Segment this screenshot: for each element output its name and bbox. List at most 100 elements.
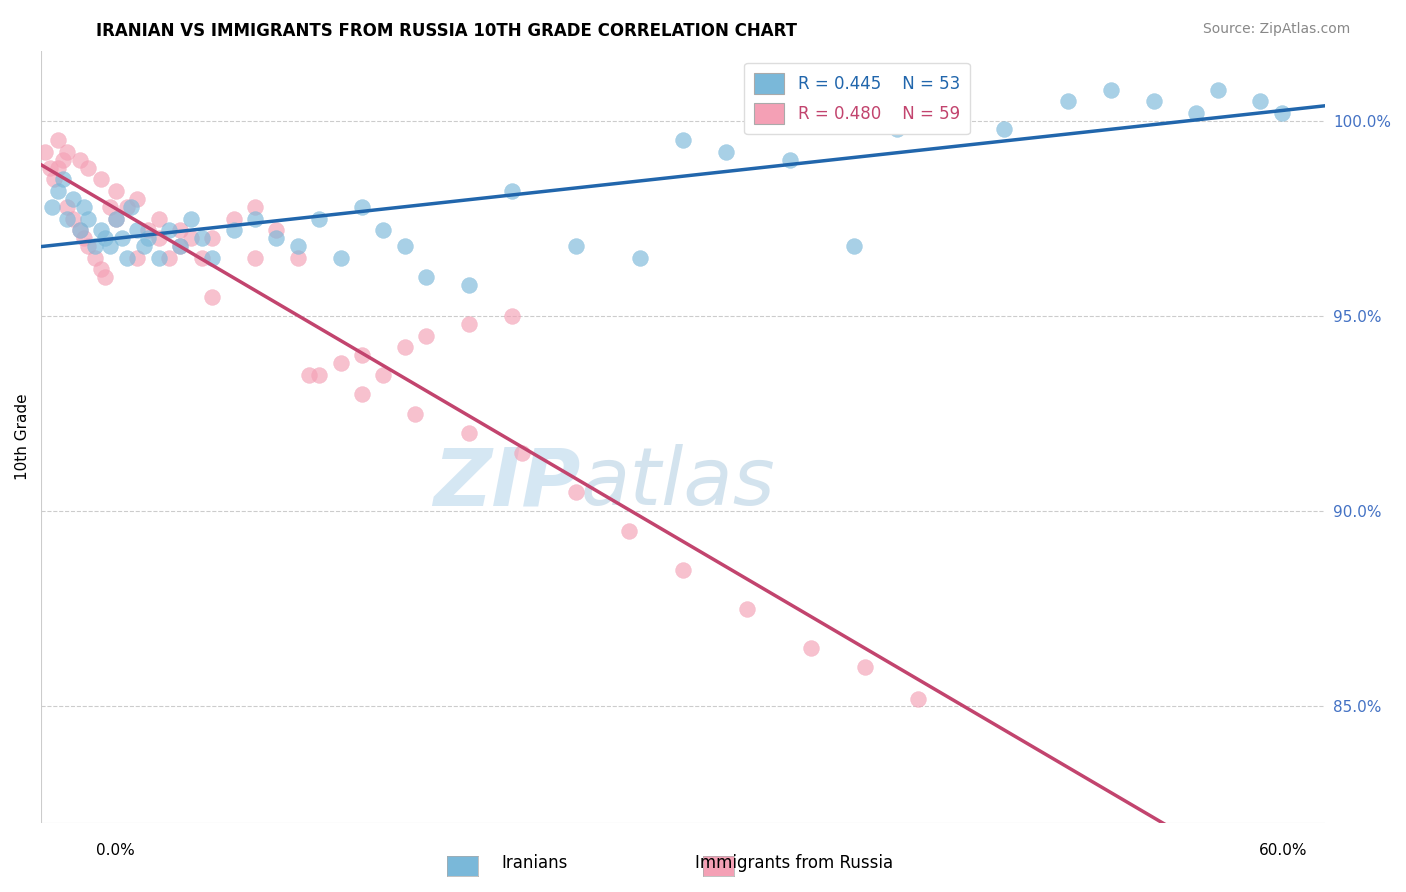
Point: [104, 184, 127, 198]
Text: atlas: atlas: [581, 444, 775, 523]
Point: [779, 153, 801, 167]
Point: [350, 387, 373, 401]
Point: [69, 223, 91, 237]
Point: [907, 691, 929, 706]
Point: [266, 223, 288, 237]
Point: [287, 239, 309, 253]
Point: [329, 251, 352, 265]
Point: [458, 426, 481, 441]
Point: [735, 602, 758, 616]
Point: [38, 161, 60, 175]
Point: [394, 239, 416, 253]
Point: [115, 200, 138, 214]
Point: [297, 368, 319, 382]
Text: IRANIAN VS IMMIGRANTS FROM RUSSIA 10TH GRADE CORRELATION CHART: IRANIAN VS IMMIGRANTS FROM RUSSIA 10TH G…: [96, 22, 797, 40]
Point: [136, 223, 159, 237]
Point: [714, 145, 737, 160]
Point: [104, 211, 127, 226]
Point: [512, 446, 534, 460]
Point: [190, 231, 212, 245]
Point: [190, 251, 212, 265]
Point: [127, 251, 149, 265]
Point: [350, 200, 373, 214]
Point: [222, 211, 245, 226]
Point: [394, 340, 416, 354]
Point: [132, 239, 155, 253]
Point: [287, 251, 309, 265]
Point: [243, 211, 266, 226]
Point: [94, 231, 117, 245]
Point: [1185, 106, 1208, 120]
Point: [169, 239, 191, 253]
Point: [308, 368, 330, 382]
Point: [373, 368, 395, 382]
Point: [55, 200, 77, 214]
Point: [90, 262, 112, 277]
Point: [148, 211, 170, 226]
Point: [34, 145, 56, 160]
Point: [1271, 106, 1294, 120]
Point: [111, 231, 134, 245]
Point: [69, 153, 91, 167]
Point: [928, 106, 950, 120]
Point: [90, 172, 112, 186]
Point: [98, 200, 121, 214]
Point: [148, 251, 170, 265]
Point: [180, 231, 202, 245]
Text: 60.0%: 60.0%: [1260, 843, 1308, 858]
Text: 0.0%: 0.0%: [96, 843, 135, 858]
Point: [329, 356, 352, 370]
Point: [1206, 83, 1229, 97]
Point: [77, 239, 100, 253]
Point: [405, 407, 427, 421]
Point: [243, 200, 266, 214]
Point: [55, 145, 77, 160]
Point: [501, 309, 523, 323]
Point: [1142, 95, 1164, 109]
Point: [619, 524, 641, 538]
Point: [90, 223, 112, 237]
Legend: R = 0.445    N = 53, R = 0.480    N = 59: R = 0.445 N = 53, R = 0.480 N = 59: [744, 62, 970, 134]
Point: [565, 239, 588, 253]
Point: [148, 231, 170, 245]
Point: [83, 239, 105, 253]
Point: [94, 270, 117, 285]
Point: [243, 251, 266, 265]
Point: [201, 231, 224, 245]
Point: [458, 317, 481, 331]
Point: [201, 251, 224, 265]
Point: [842, 239, 865, 253]
Point: [42, 172, 65, 186]
Point: [159, 251, 181, 265]
Point: [55, 211, 77, 226]
Y-axis label: 10th Grade: 10th Grade: [15, 393, 30, 481]
Point: [1250, 95, 1272, 109]
Point: [1099, 83, 1122, 97]
Point: [51, 172, 73, 186]
Point: [46, 133, 69, 147]
Point: [458, 277, 481, 292]
Text: ZIP: ZIP: [433, 444, 581, 523]
Point: [886, 121, 908, 136]
Point: [127, 192, 149, 206]
Point: [120, 200, 142, 214]
Point: [104, 211, 127, 226]
Point: [51, 153, 73, 167]
Point: [672, 563, 695, 577]
Point: [159, 223, 181, 237]
Point: [83, 251, 105, 265]
Point: [672, 133, 695, 147]
Point: [350, 348, 373, 362]
Point: [993, 121, 1015, 136]
Point: [77, 161, 100, 175]
Point: [266, 231, 288, 245]
Point: [46, 161, 69, 175]
Point: [41, 200, 63, 214]
Point: [853, 660, 876, 674]
Point: [1057, 95, 1080, 109]
Point: [169, 223, 191, 237]
Point: [308, 211, 330, 226]
Point: [222, 223, 245, 237]
Text: Immigrants from Russia: Immigrants from Russia: [696, 855, 893, 872]
Point: [77, 211, 100, 226]
